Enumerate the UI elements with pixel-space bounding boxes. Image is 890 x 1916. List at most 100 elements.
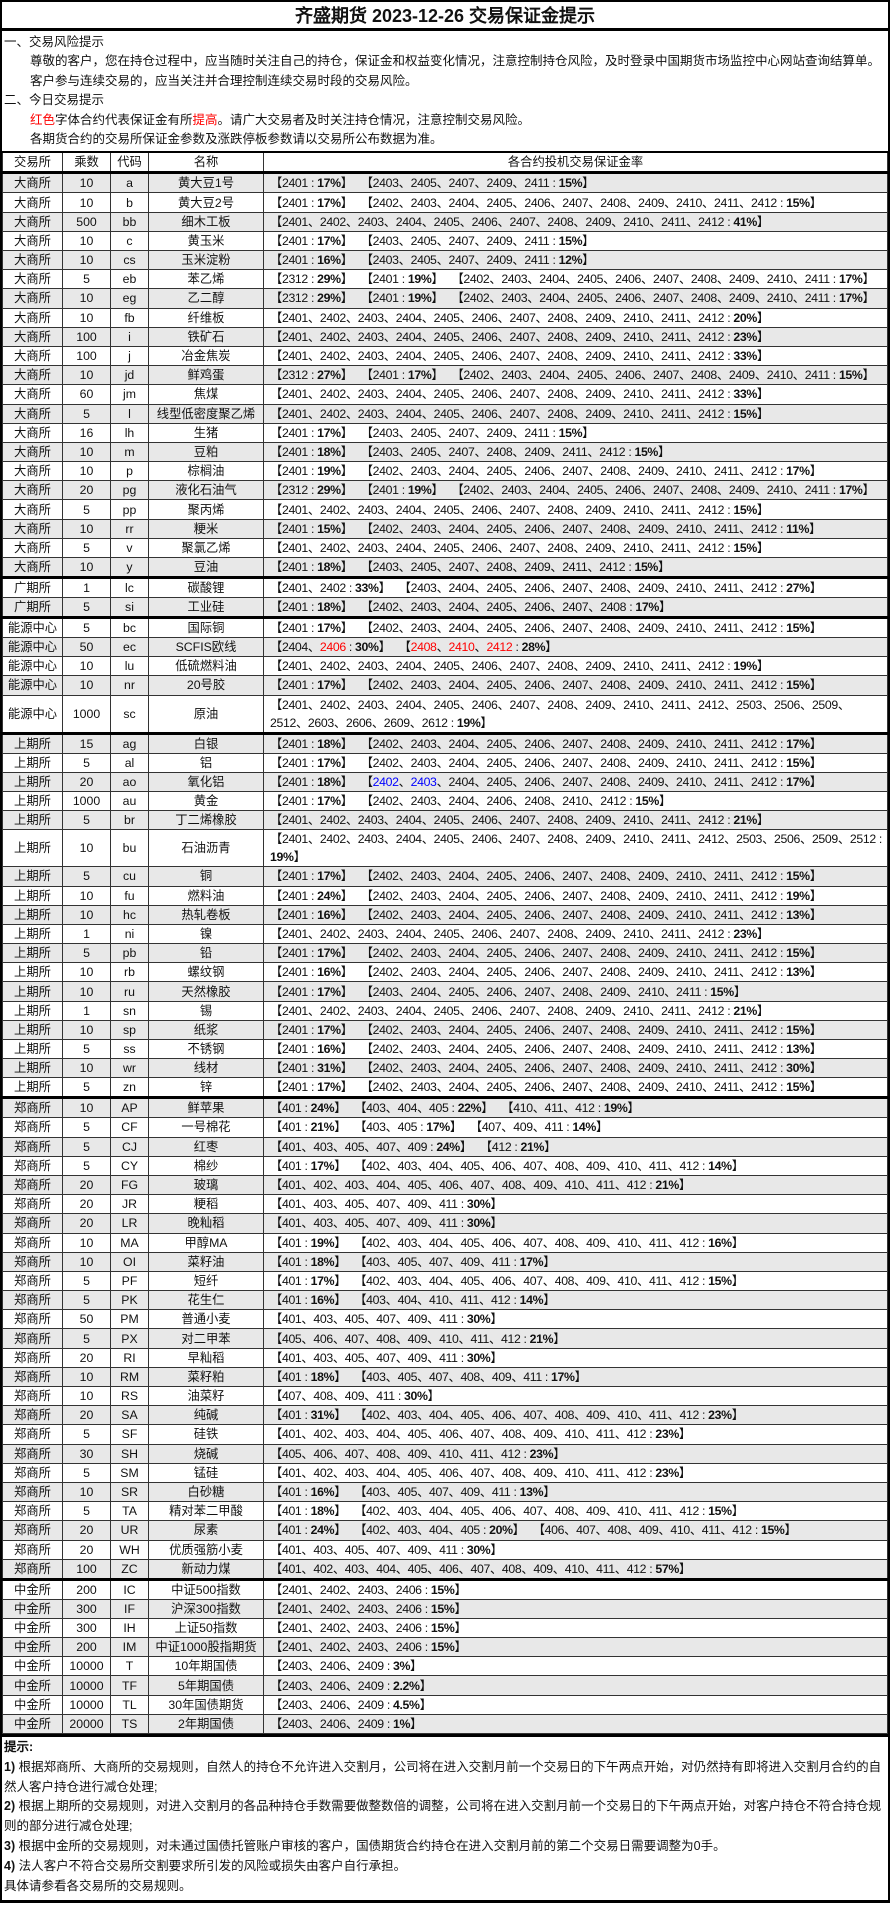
contract-month: 2409 <box>638 888 665 903</box>
contract-month: 2406 <box>524 678 551 693</box>
exchange-cell: 大商所 <box>2 441 63 463</box>
margin-group: 【2401、2402、2403、2404、2405、2406、2407、2408… <box>270 697 850 730</box>
contract-month: 2401 <box>281 1080 308 1095</box>
name-cell: 国际铜 <box>148 616 264 638</box>
margin-group: 【2401、2402、2403、2404、2405、2406、2407、2408… <box>270 540 769 555</box>
margin-rate: 24% <box>310 1101 335 1116</box>
contract-month: 402 <box>366 1504 386 1519</box>
table-row: 上期所 5 br 丁二烯橡胶 【2401、2402、2403、2404、2405、240… <box>2 810 888 831</box>
multiplier-cell: 5 <box>62 1424 111 1445</box>
margin-rate-cell: 【2401 : 24%】 【2402、2403、2404、2405、2406、2… <box>263 885 888 906</box>
exchange-cell: 郑商所 <box>2 1501 63 1522</box>
margin-rate-cell: 【2312 : 29%】 【2401 : 19%】 【2402、2403、240… <box>263 288 888 309</box>
multiplier-cell: 5 <box>62 1136 111 1157</box>
name-cell: 豆油 <box>148 557 264 578</box>
code-cell: PX <box>110 1328 149 1349</box>
multiplier-cell: 5 <box>62 1270 111 1292</box>
table-header: 交易所 乘数 代码 名称 各合约投机交易保证金率 <box>2 151 888 175</box>
margin-rate-cell: 【2401、2402、2403、2404、2405、2406、2407、2408… <box>263 537 888 559</box>
margin-rate: 4.5% <box>392 1697 420 1712</box>
contract-month: 2405 <box>486 755 513 770</box>
contract-month: 2405 <box>410 560 437 574</box>
margin-rate-cell: 【401、402、403、404、405、406、407、408、409、410… <box>263 1462 888 1483</box>
table-row: 上期所 15 ag 白银 【2401 : 18%】 【2402、2403、2404、24… <box>2 731 888 754</box>
exchange-cell: 大商所 <box>2 269 63 290</box>
contract-month: 2402 <box>372 1022 399 1037</box>
table-row: 郑商所 10 MA 甲醇MA 【401 : 19%】 【402、403、404、405、… <box>2 1232 888 1253</box>
contract-month: 2408 <box>600 907 627 922</box>
contract-month: 2412 <box>750 195 777 210</box>
margin-group: 【405、406、407、408、409、410、411、412 : 23%】 <box>270 1446 566 1461</box>
margin-rate: 19% <box>270 850 294 865</box>
margin-rate: 16% <box>317 907 341 922</box>
exchange-cell: 大商所 <box>2 326 63 347</box>
contract-month: 2412 <box>698 832 725 847</box>
margin-group: 【2401 : 17%】 <box>270 233 353 248</box>
contract-month: 2408 <box>547 1003 574 1018</box>
margin-rate: 27% <box>317 368 341 383</box>
contract-month: 2411 <box>661 697 687 712</box>
margin-rate-cell: 【2404、2406 : 30%】 【2408、2410、2412 : 28%】 <box>263 636 888 658</box>
contract-month: 2410 <box>623 813 650 828</box>
contract-month: 2408 <box>547 659 574 674</box>
code-cell: bc <box>110 616 149 638</box>
contract-month: 2407 <box>562 869 589 884</box>
table-row: 上期所 1000 au 黄金 【2401 : 17%】 【2402、2403、2404、… <box>2 790 888 812</box>
contract-month: 410 <box>617 1158 638 1173</box>
contract-month: 409 <box>407 1350 428 1365</box>
contract-month: 2408 <box>547 540 574 555</box>
exchange-cell: 郑商所 <box>2 1385 63 1407</box>
margin-rate-cell: 【401、403、405、407、409、411 : 30%】 <box>263 1309 888 1330</box>
contract-month: 2403 <box>410 1022 437 1037</box>
contract-month: 2406 <box>471 926 498 941</box>
contract-month: 2411 <box>804 272 830 287</box>
margin-rate-cell: 【2401 : 15%】 【2402、2403、2404、2405、2406、2… <box>263 518 888 539</box>
contract-month: 2408 <box>524 794 551 809</box>
contract-month: 2403 <box>281 1659 308 1674</box>
contract-month: 2407 <box>509 387 536 402</box>
margin-rate: 23% <box>733 926 757 941</box>
contract-month: 409 <box>586 1158 606 1173</box>
margin-rate: 13% <box>786 907 810 922</box>
contract-month: 2407 <box>562 1022 589 1037</box>
contract-month: 2401 <box>281 697 308 712</box>
margin-rate-cell: 【2401 : 16%】 【2402、2403、2404、2405、2406、2… <box>263 904 888 925</box>
contract-month: 2404 <box>448 678 475 693</box>
contract-month: 2401 <box>281 387 308 402</box>
exchange-cell: 郑商所 <box>2 1481 63 1503</box>
margin-rate-cell: 【401、403、405、407、409、411 : 30%】 <box>263 1347 888 1368</box>
margin-group: 【401、402、403、404、405、406、407、408、409、410… <box>270 1465 691 1480</box>
margin-rate: 17% <box>317 233 341 248</box>
contract-month: 405 <box>281 1331 302 1346</box>
contract-month: 2406 <box>524 1080 551 1095</box>
exchange-cell: 广期所 <box>2 576 63 598</box>
contract-month: 2403 <box>410 946 437 961</box>
exchange-cell: 上期所 <box>2 981 63 1002</box>
contract-month: 408 <box>460 1369 480 1384</box>
contract-month: 2403 <box>410 888 437 903</box>
contract-month: 401 <box>281 1504 302 1519</box>
code-cell: JR <box>110 1194 149 1215</box>
exchange-cell: 郑商所 <box>2 1462 63 1483</box>
contract-month: 2312 <box>281 272 308 287</box>
margin-group: 【2403、2405、2407、2409、2411 : 15%】 <box>360 425 595 440</box>
margin-rate: 29% <box>317 483 341 498</box>
margin-rate: 17% <box>317 984 341 999</box>
contract-month: 407 <box>470 1427 490 1442</box>
name-cell: 白银 <box>148 731 264 754</box>
margin-rate: 15% <box>317 521 341 536</box>
code-cell: SR <box>110 1481 149 1503</box>
contract-month: 2406 <box>524 600 551 614</box>
contract-month: 2405 <box>410 253 437 268</box>
table-row: 能源中心 10 nr 20号胶 【2401 : 17%】 【2402、2403、2404… <box>2 675 888 696</box>
contract-month: 409 <box>533 1465 553 1480</box>
margin-group: 【2401、2402、2403、2404、2405、2406、2407、2408… <box>270 832 882 865</box>
multiplier-cell: 5 <box>62 1117 111 1138</box>
contract-month: 2412 <box>698 310 725 325</box>
contract-month: 410 <box>617 1408 638 1423</box>
contract-month: 410 <box>564 1465 585 1480</box>
code-cell: TF <box>110 1675 149 1696</box>
contract-month: 2503 <box>736 697 763 712</box>
contract-month: 2412 <box>750 965 777 980</box>
code-cell: RI <box>110 1347 149 1368</box>
